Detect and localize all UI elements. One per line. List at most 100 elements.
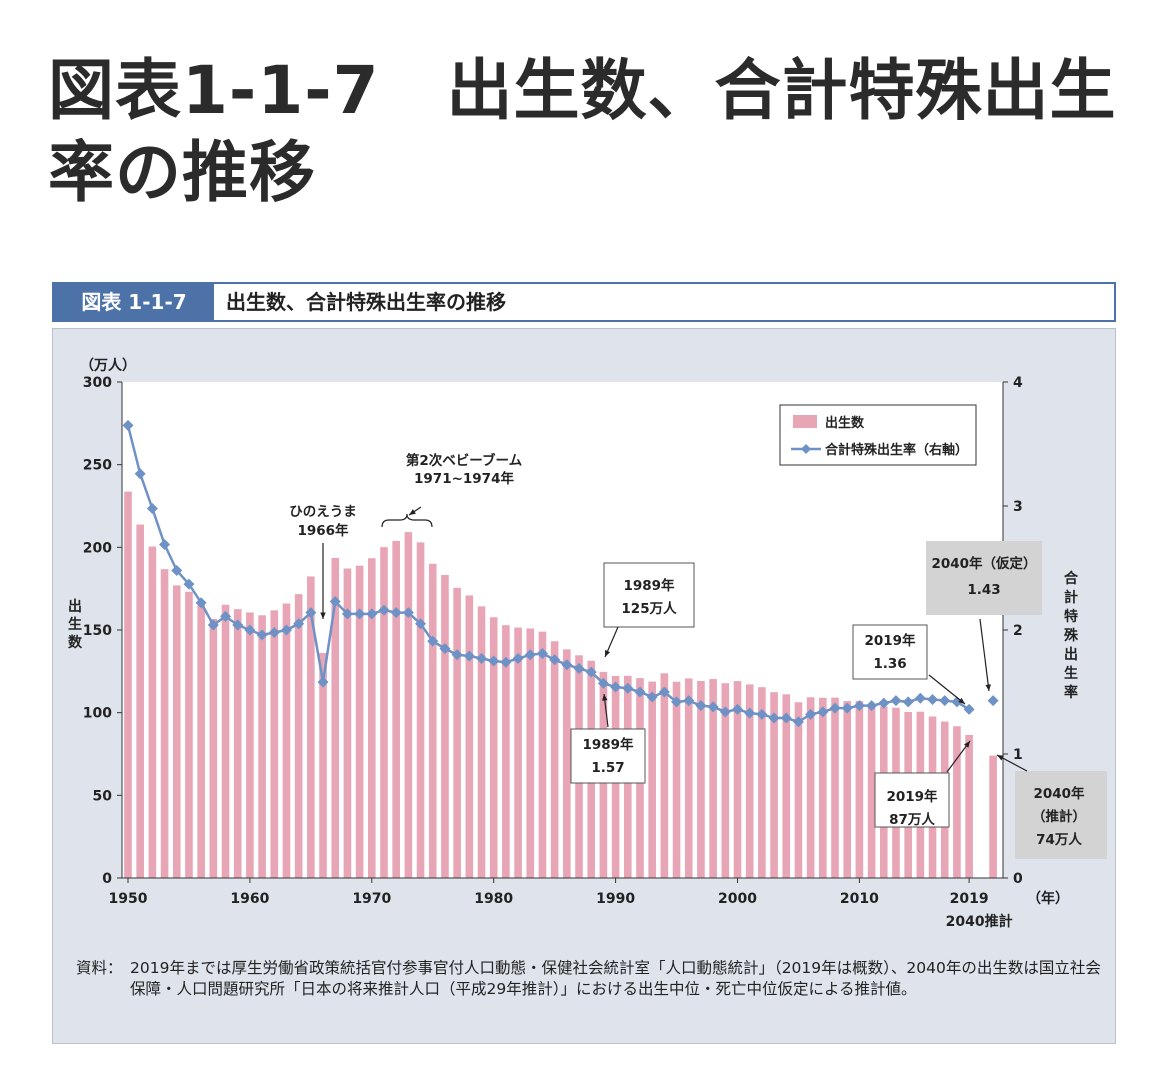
callout-2040-births-box [1015,771,1107,859]
right-axis-title-char: 殊 [1064,628,1079,644]
source-text: 2019年までは厚生労働省政策統括官付参事官付人口動態・保健社会統計室「人口動態… [130,959,1101,998]
right-tick-label: 4 [1013,375,1023,391]
rate-point-1996 [683,695,695,707]
rate-point-1951 [134,468,146,480]
callout-2040-rate-arrow-head [985,684,991,691]
page-title: 図表1-1-7 出生数、合計特殊出生率の推移 [48,52,1117,211]
rate-point-1959 [232,619,244,631]
rate-point-1978 [463,650,475,662]
rate-point-2015 [914,692,926,704]
bar-births-1969 [355,565,364,878]
callout-2040-rate-arrow [979,618,990,692]
bar-births-1984 [538,631,547,878]
bar-births-2001 [745,684,754,878]
x-tick-label: 1970 [352,891,391,907]
bar-births-1965 [307,576,315,878]
rate-point-1954 [171,564,183,576]
left-tick-label: 150 [83,623,112,639]
bar-births-2002 [758,687,766,878]
callout-2019-births-line1: 2019年 [886,788,938,805]
rate-point-1973 [402,607,414,619]
rate-point-1960 [244,624,256,636]
bar-births-1982 [514,627,522,878]
rate-point-1952 [146,502,158,514]
rate-point-1999 [719,706,731,718]
left-axis-title-char: 生 [68,616,82,633]
rate-point-2009 [841,702,853,714]
callout-1989-births-line1: 1989年 [623,577,675,594]
rate-point-1955 [183,578,195,590]
bar-births-1998 [709,679,717,878]
rate-point-1992 [634,686,646,698]
rate-point-2002 [756,708,768,720]
annotation-hinoe-arrow-head [320,612,326,619]
rate-point-1964 [293,618,305,630]
rate-point-1967 [329,595,341,607]
callout-2019-rate-arrow-head [958,697,965,704]
rate-point-1982 [512,653,524,665]
bar-births-1993 [648,681,656,878]
right-axis-title-char: 特 [1064,608,1078,625]
rate-point-2006 [805,708,817,720]
bar-births-1974 [416,542,425,878]
x-tick-label: 1980 [474,891,513,907]
left-tick-label: 200 [83,540,112,556]
rate-point-1972 [390,607,402,619]
callout-2019-births-box [874,772,950,828]
bar-births-1963 [282,603,291,878]
bar-births-1980 [489,617,498,878]
rate-point-2007 [817,706,829,718]
x-tick-label: 2019 [950,891,989,907]
callout-1989-rate-box [570,728,646,784]
legend-bar-label: 出生数 [825,415,865,431]
bar-births-1977 [453,587,461,878]
rate-point-1974 [415,618,427,630]
rate-point-1966 [317,676,329,688]
x-tick-label: 1960 [230,891,269,907]
bar-births-1997 [697,680,705,878]
callout-2040-rate-box [926,541,1042,615]
annotation-hinoe-line2: 1966年 [297,522,349,539]
legend-line-label: 合計特殊出生率（右軸） [825,442,968,458]
callout-2040-births-line3: 74万人 [1036,832,1082,848]
rate-point-2016 [927,693,939,705]
rate-line [126,425,970,724]
x-tick-label-2040: 2040推計 [946,913,1013,930]
bar-births-1954 [172,585,181,878]
callout-2040-births-line2: （推計） [1032,808,1086,825]
x-tick-label: 2010 [840,891,879,907]
bar-births-1967 [331,557,340,878]
rate-point-1989 [597,677,609,689]
x-axis-unit: （年） [1027,890,1069,907]
bar-births-1995 [672,681,681,878]
bar-births-1971 [380,547,388,878]
rate-point-1991 [622,682,634,694]
bar-births-2007 [819,697,827,878]
rate-point-1963 [280,624,292,636]
source-label: 資料： [76,959,123,977]
rate-point-1965 [305,607,317,619]
callout-1989-rate-line1: 1989年 [582,736,634,753]
bar-births-2008 [831,697,839,878]
rate-point-2010 [853,700,865,712]
rate-point-1968 [341,608,353,620]
right-tick-label: 2 [1013,623,1023,639]
annotation-boom-line1: 第2次ベビーブーム [406,452,522,469]
right-tick-label: 0 [1013,871,1023,887]
right-axis-title-char: 出 [1064,646,1078,663]
bar-births-1956 [197,602,205,878]
bar-births-2019 [965,734,973,878]
rate-point-1969 [354,608,366,620]
right-axis-title-char: 合 [1064,570,1079,587]
bar-births-1985 [550,641,559,878]
annotation-boom-brace [381,513,433,528]
callout-2019-births-line2: 87万人 [889,812,935,828]
rate-point-1985 [549,654,561,666]
rate-point-2040 [987,695,999,707]
bar-births-1999 [721,683,730,878]
bar-births-2004 [782,694,791,878]
bar-births-2005 [794,702,803,878]
callout-2019-rate-line1: 2019年 [864,632,916,649]
bar-births-1975 [428,563,437,878]
bar-births-1955 [185,591,193,878]
